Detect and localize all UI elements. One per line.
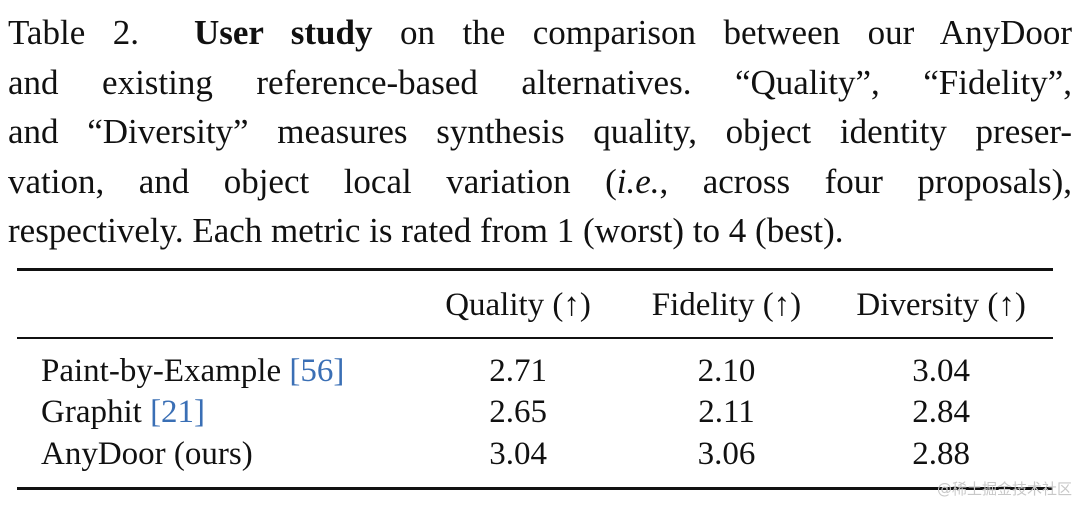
caption-line-4-end: , across four proposals), (659, 161, 1072, 201)
table-caption: Table 2. User study on the comparison be… (8, 8, 1072, 256)
caption-line-4: vation, and object local variation (i.e.… (8, 157, 1072, 207)
caption-line-3: and “Diversity” measures synthesis quali… (8, 112, 1072, 151)
diversity-cell: 2.84 (912, 393, 971, 430)
caption-line-1: Table 2. User study on the comparison be… (8, 8, 1072, 58)
fidelity-cell-best: 3.06 (697, 435, 756, 472)
table-top-rule (17, 268, 1053, 271)
quality-cell-best: 3.04 (489, 435, 547, 472)
method-cell: Graphit [21] (17, 391, 412, 433)
caption-line-4-italic: i.e. (616, 161, 660, 201)
quality-cell: 2.65 (489, 393, 547, 430)
watermark: @稀土掘金技术社区 (936, 480, 1072, 498)
diversity-cell-best: 3.04 (912, 352, 971, 389)
method-cell: Paint-by-Example [56] (17, 337, 412, 391)
table-row-paint-by-example: Paint-by-Example [56] 2.71 2.10 3.04 (17, 337, 1053, 391)
table-header-row: Quality (↑) Fidelity (↑) Diversity (↑) (17, 271, 1053, 337)
quality-cell: 2.71 (489, 352, 547, 389)
table-row-anydoor: AnyDoor (ours) 3.04 3.06 2.88 (17, 433, 1053, 475)
caption-line-1-rest: on the comparison between our AnyDoor (399, 13, 1073, 52)
method-name: AnyDoor (ours) (41, 435, 253, 472)
caption-line-2: and existing reference-based alternative… (8, 62, 1072, 102)
fidelity-cell: 2.11 (698, 393, 755, 430)
table-row-graphit: Graphit [21] 2.65 2.11 2.84 (17, 391, 1053, 433)
caption-line-5: respectively. Each metric is rated from … (8, 211, 844, 250)
method-name: Graphit (41, 393, 142, 430)
citation-link[interactable]: [56] (289, 352, 345, 389)
caption-bold-title: User study (193, 13, 373, 52)
header-quality: Quality (↑) (445, 286, 591, 323)
header-method (17, 271, 412, 337)
caption-label: Table 2. (8, 13, 139, 52)
caption-line-4-start: vation, and object local variation ( (8, 161, 617, 201)
header-fidelity: Fidelity (↑) (651, 286, 802, 323)
fidelity-cell: 2.10 (697, 352, 756, 389)
user-study-table: Quality (↑) Fidelity (↑) Diversity (↑) P… (17, 271, 1053, 475)
method-name: Paint-by-Example (41, 352, 282, 389)
table-header-rule (17, 337, 1053, 339)
citation-link[interactable]: [21] (150, 393, 206, 430)
table-bottom-rule (17, 487, 1053, 490)
diversity-cell: 2.88 (912, 435, 971, 472)
header-diversity: Diversity (↑) (856, 286, 1026, 323)
method-cell: AnyDoor (ours) (17, 433, 412, 475)
